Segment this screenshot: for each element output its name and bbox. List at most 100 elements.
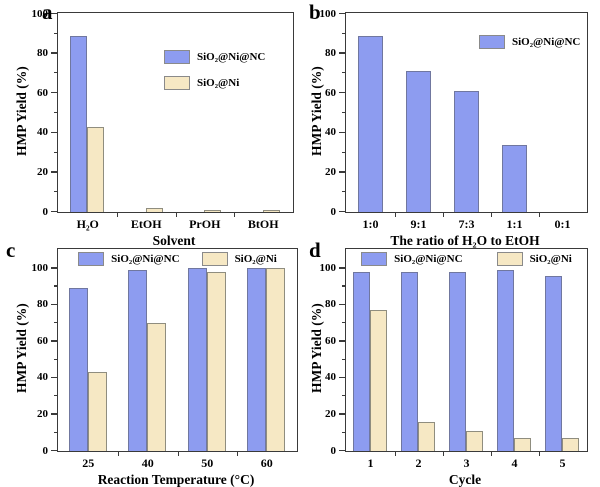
- y-tick-label: 100: [319, 7, 337, 20]
- x-boundary-tick: [177, 452, 179, 456]
- legend-swatch-nc: [78, 252, 105, 266]
- x-boundary-tick: [118, 452, 120, 456]
- y-major-tick: [339, 52, 345, 54]
- x-boundary-tick: [490, 213, 492, 217]
- y-minor-tick: [342, 151, 345, 153]
- y-major-tick: [339, 376, 345, 379]
- y-minor-tick: [54, 111, 57, 114]
- y-major-tick: [339, 131, 345, 134]
- legend-label: SiO₂@Ni@NC: [197, 51, 266, 63]
- panel-letter-b: b: [309, 0, 321, 24]
- x-category-label: H₂O: [76, 217, 99, 231]
- y-major-tick: [51, 376, 57, 379]
- legend: SiO₂@Ni@NC SiO₂@Ni: [58, 252, 297, 266]
- bar-ni: [370, 310, 387, 451]
- x-boundary-tick: [234, 213, 236, 217]
- bar-ni: [418, 421, 435, 451]
- x-category-label: EtOH: [130, 217, 162, 231]
- bar-ni: [262, 209, 280, 212]
- x-category-label: 9:1: [410, 217, 427, 231]
- y-minor-tick: [54, 395, 57, 397]
- plot-area: SiO₂@Ni@NC SiO₂@Ni: [345, 248, 588, 452]
- y-tick-label: 60: [37, 334, 48, 347]
- bar-nc: [453, 91, 479, 212]
- x-axis-label: Cycle: [448, 472, 482, 487]
- y-axis-label: HMP Yield (%): [309, 303, 324, 394]
- y-major-tick: [339, 12, 345, 15]
- y-minor-tick: [54, 151, 57, 153]
- bar-nc: [357, 35, 383, 212]
- y-major-tick: [51, 91, 57, 94]
- x-boundary-tick: [394, 452, 396, 456]
- x-boundary-tick: [237, 452, 239, 456]
- bar-ni: [466, 430, 483, 451]
- y-tick-label: 0: [330, 205, 337, 218]
- legend-label: SiO₂@Ni@NC: [512, 36, 581, 48]
- y-major-tick: [339, 303, 345, 306]
- legend-swatch-nc: [479, 35, 505, 49]
- x-boundary-tick: [442, 213, 444, 217]
- bar-nc: [497, 270, 514, 451]
- y-major-tick: [339, 267, 345, 269]
- y-major-tick: [339, 210, 345, 213]
- legend-item: SiO₂@Ni@NC: [361, 252, 463, 266]
- x-boundary-tick: [442, 452, 444, 456]
- y-major-tick: [51, 340, 57, 342]
- legend-item: SiO₂@Ni: [496, 252, 572, 266]
- bar-ni: [562, 438, 579, 451]
- panel-letter-a: a: [42, 0, 53, 24]
- y-minor-tick: [342, 358, 345, 360]
- x-boundary-tick: [394, 213, 396, 217]
- panel-d: d SiO₂@Ni@NC SiO₂@Ni 0 20 40 60 80 100 1 2 3 4 5 Cycl…: [300, 232, 600, 487]
- y-major-tick: [51, 413, 57, 415]
- panel-letter-d: d: [309, 238, 321, 262]
- bar-nc: [247, 268, 267, 451]
- x-axis-label: Reaction Temperature (°C): [97, 472, 255, 487]
- legend-label: SiO₂@Ni: [529, 253, 572, 265]
- y-minor-tick: [342, 191, 345, 193]
- x-category-label: 1:1: [506, 217, 523, 231]
- y-minor-tick: [342, 32, 345, 34]
- y-tick-label: 60: [325, 86, 336, 99]
- legend-swatch-ni: [201, 252, 228, 266]
- bar-nc: [187, 268, 207, 451]
- y-major-tick: [51, 12, 57, 15]
- y-minor-tick: [342, 285, 345, 287]
- y-tick-label: 20: [37, 165, 48, 178]
- legend: SiO₂@Ni@NC SiO₂@Ni: [346, 252, 587, 266]
- y-tick-label: 0: [42, 444, 49, 457]
- y-minor-tick: [54, 72, 57, 74]
- legend-label: SiO₂@Ni@NC: [111, 253, 180, 265]
- legend-item: SiO₂@Ni: [164, 76, 265, 90]
- y-tick-label: 20: [325, 165, 336, 178]
- x-category-label: 0:1: [554, 217, 571, 231]
- y-tick-label: 80: [325, 47, 336, 60]
- x-category-label: 4: [511, 456, 518, 470]
- x-boundary-tick: [538, 213, 540, 217]
- bar-ni: [145, 208, 163, 212]
- bar-ni: [514, 438, 531, 451]
- y-tick-label: 60: [325, 334, 336, 347]
- bar-ni: [87, 126, 105, 212]
- y-major-tick: [51, 449, 57, 452]
- y-tick-label: 0: [330, 444, 337, 457]
- legend-swatch-nc: [164, 50, 190, 64]
- x-category-label: 7:3: [458, 217, 475, 231]
- y-minor-tick: [54, 358, 57, 360]
- x-boundary-tick: [175, 213, 177, 217]
- legend-item: SiO₂@Ni: [201, 252, 277, 266]
- bar-nc: [449, 271, 466, 451]
- y-tick-label: 100: [31, 7, 49, 20]
- bar-nc: [70, 35, 88, 212]
- y-major-tick: [51, 171, 57, 173]
- x-axis-label: The ratio of H₂O to EtOH: [390, 233, 540, 248]
- y-minor-tick: [342, 72, 345, 74]
- y-major-tick: [51, 52, 57, 54]
- y-minor-tick: [54, 191, 57, 193]
- y-tick-label: 40: [37, 126, 48, 139]
- legend-swatch-ni: [164, 76, 190, 90]
- x-category-label: PrOH: [189, 217, 221, 231]
- bar-nc: [405, 71, 431, 212]
- x-category-label: 25: [82, 456, 95, 470]
